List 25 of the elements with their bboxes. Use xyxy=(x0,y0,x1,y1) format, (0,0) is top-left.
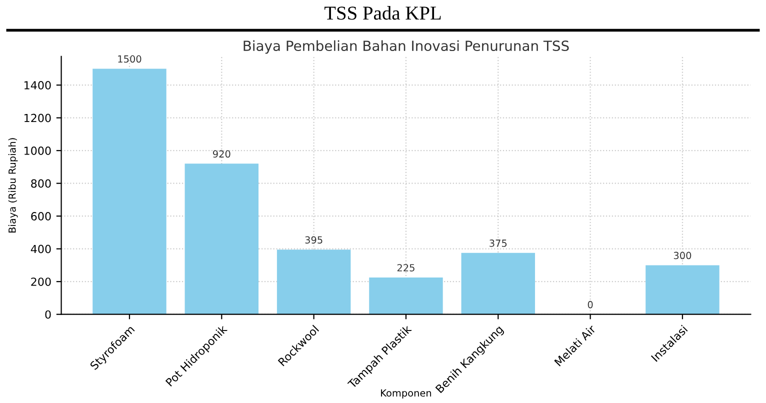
y-tick-label: 1400 xyxy=(24,81,51,90)
data-label: 395 xyxy=(305,236,322,244)
bar xyxy=(276,250,351,314)
y-tick-label: 800 xyxy=(31,179,51,188)
bar xyxy=(369,277,443,314)
bar xyxy=(184,164,259,314)
bar xyxy=(92,68,166,314)
y-tick-label: 1200 xyxy=(24,114,51,122)
text: TSS Pada KPL xyxy=(324,6,441,20)
y-tick-label: 600 xyxy=(31,212,51,220)
bar xyxy=(646,265,720,314)
y-tick-label: 200 xyxy=(31,278,51,286)
data-label: 0 xyxy=(588,300,593,308)
data-label: 1500 xyxy=(118,55,142,63)
y-axis-title: Biaya (Ribu Rupiah) xyxy=(8,138,18,232)
data-label: 300 xyxy=(674,252,692,260)
y-tick-label: 0 xyxy=(45,310,51,319)
y-tick-label: 400 xyxy=(30,244,51,254)
x-axis-title: Komponen xyxy=(381,389,432,399)
bar xyxy=(461,252,536,314)
data-label: 375 xyxy=(490,240,507,247)
data-label: 920 xyxy=(212,150,230,158)
data-label: 225 xyxy=(397,264,414,272)
y-tick-label: 1000 xyxy=(24,146,51,155)
chart-title: Biaya Pembelian Bahan Inovasi Penurunan TSS xyxy=(244,40,569,54)
